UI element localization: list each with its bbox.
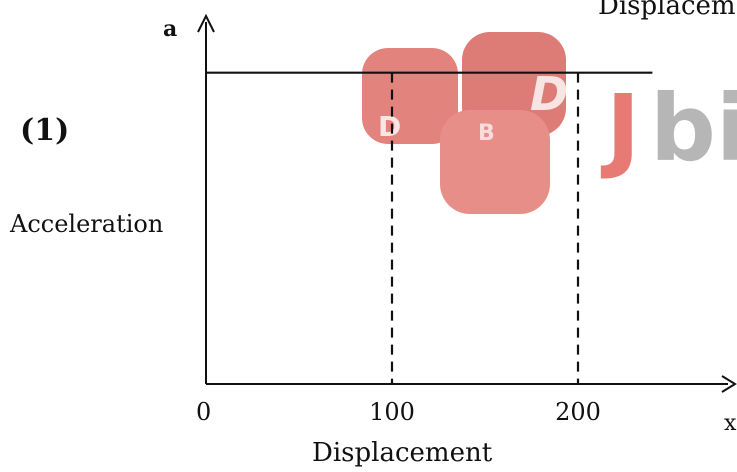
x-axis-symbol: x [724,411,737,436]
watermark: D D B J bi [362,32,737,214]
dice-logo-icon: D D B [362,32,568,214]
header-text: Displacem [598,0,736,21]
y-axis-symbol: a [163,16,177,42]
panel-label: (1) [20,113,69,148]
y-axis-arrow [197,13,215,33]
svg-text:D: D [530,67,568,121]
svg-text:J: J [600,75,640,182]
x-axis-arrow [721,375,737,393]
watermark-lettering: J bi [600,75,737,182]
svg-text:bi: bi [650,75,737,182]
x-tick-label: 0 [196,398,211,426]
svg-text:B: B [478,121,495,146]
x-tick-label: 100 [369,398,415,426]
svg-text:D: D [378,110,401,143]
y-axis-label: Acceleration [9,210,163,238]
x-axis-label: Displacement [312,438,493,468]
x-tick-label: 200 [555,398,601,426]
